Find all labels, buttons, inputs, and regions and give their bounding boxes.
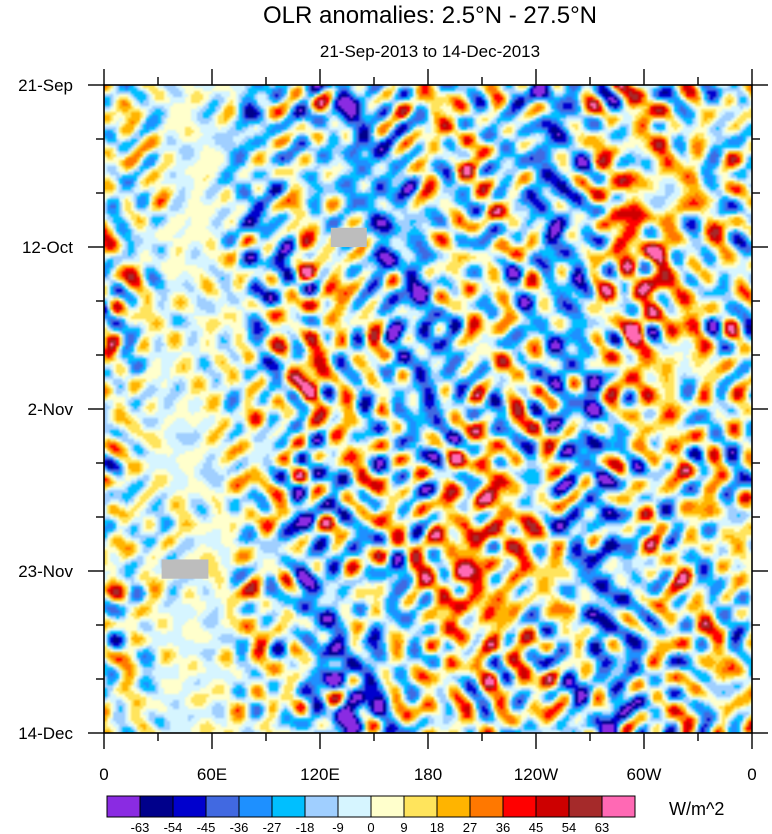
colorbar-label-6: -9 bbox=[332, 820, 344, 834]
colorbar-swatch-9 bbox=[403, 795, 438, 818]
colorbar-label-0: -63 bbox=[131, 820, 150, 834]
colorbar-label-12: 45 bbox=[529, 820, 543, 834]
colorbar-swatch-10 bbox=[436, 795, 471, 818]
colorbar-label-11: 36 bbox=[496, 820, 510, 834]
colorbar-label-4: -27 bbox=[263, 820, 282, 834]
colorbar-swatch-8 bbox=[370, 795, 405, 818]
missing-data-patch-1 bbox=[330, 227, 367, 247]
colorbar-swatch-1 bbox=[139, 795, 174, 818]
chart-title: OLR anomalies: 2.5°N - 27.5°N bbox=[263, 2, 597, 29]
missing-data-layer bbox=[161, 227, 367, 579]
y-tick-label-2: 2-Nov bbox=[28, 400, 74, 419]
colorbar-label-5: -18 bbox=[296, 820, 315, 834]
colorbar-swatch-6 bbox=[304, 795, 339, 818]
missing-data-patch-2 bbox=[161, 559, 209, 579]
x-tick-label-4: 120W bbox=[514, 765, 558, 784]
colorbar-swatch-12 bbox=[502, 795, 537, 818]
y-tick-label-1: 12-Oct bbox=[22, 238, 73, 257]
y-tick-label-0: 21-Sep bbox=[18, 76, 73, 95]
x-tick-label-1: 60E bbox=[197, 765, 227, 784]
colorbar-label-9: 18 bbox=[430, 820, 444, 834]
x-tick-label-2: 120E bbox=[300, 765, 340, 784]
colorbar-swatch-3 bbox=[205, 795, 240, 818]
colorbar-swatch-14 bbox=[568, 795, 603, 818]
colorbar-label-8: 9 bbox=[400, 820, 407, 834]
colorbar-label-7: 0 bbox=[367, 820, 374, 834]
y-tick-label-4: 14-Dec bbox=[18, 724, 73, 743]
colorbar-swatch-4 bbox=[238, 795, 273, 818]
y-tick-label-3: 23-Nov bbox=[18, 562, 73, 581]
x-tick-label-5: 60W bbox=[627, 765, 662, 784]
heatmap-field bbox=[104, 85, 752, 733]
x-axis-ticks: 0 60E 120E 180 120W 60W 0 bbox=[99, 69, 757, 784]
colorbar-swatch-15 bbox=[601, 795, 636, 818]
colorbar-swatch-11 bbox=[469, 795, 504, 818]
colorbar-label-13: 54 bbox=[562, 820, 576, 834]
x-tick-label-6: 0 bbox=[747, 765, 756, 784]
colorbar-swatch-0 bbox=[106, 795, 141, 818]
colorbar-label-14: 63 bbox=[595, 820, 609, 834]
colorbar-swatch-5 bbox=[271, 795, 306, 818]
colorbar-swatch-13 bbox=[535, 795, 570, 818]
colorbar-swatch-7 bbox=[337, 795, 372, 818]
colorbar-swatch-2 bbox=[172, 795, 207, 818]
colorbar-label-1: -54 bbox=[164, 820, 183, 834]
chart-subtitle: 21-Sep-2013 to 14-Dec-2013 bbox=[320, 42, 540, 61]
colorbar-label-2: -45 bbox=[197, 820, 216, 834]
x-tick-label-3: 180 bbox=[414, 765, 442, 784]
x-tick-label-0: 0 bbox=[99, 765, 108, 784]
colorbar-label-3: -36 bbox=[230, 820, 249, 834]
colorbar-label-10: 27 bbox=[463, 820, 477, 834]
colorbar: -63 -54 -45 -36 -27 -18 -9 0 9 18 27 36 45 54 63 bbox=[106, 795, 636, 834]
colorbar-units: W/m^2 bbox=[669, 799, 724, 819]
y-axis-ticks: 21-Sep 12-Oct 2-Nov 23-Nov 14-Dec bbox=[18, 76, 768, 743]
